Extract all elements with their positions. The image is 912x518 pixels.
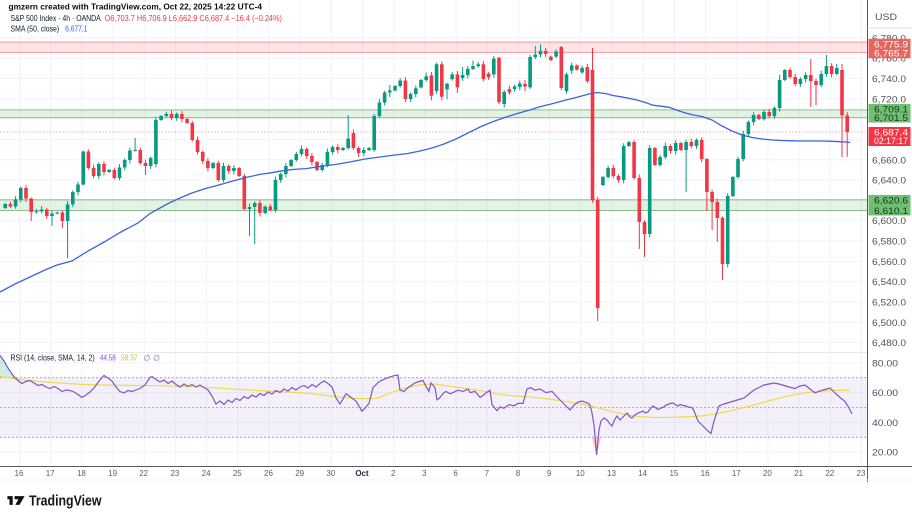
- svg-text:6,580.0: 6,580.0: [872, 237, 906, 248]
- svg-text:RSI (14, close, SMA, 14, 2): RSI (14, close, SMA, 14, 2): [11, 353, 95, 363]
- svg-text:23: 23: [857, 469, 866, 478]
- svg-text:6,500.0: 6,500.0: [872, 318, 906, 329]
- svg-text:22: 22: [825, 469, 834, 478]
- svg-text:6,620.6: 6,620.6: [874, 195, 908, 206]
- svg-text:6,701.5: 6,701.5: [874, 113, 908, 124]
- svg-text:6,540.0: 6,540.0: [872, 277, 906, 288]
- svg-text:10: 10: [576, 469, 585, 478]
- svg-text:6,610.1: 6,610.1: [874, 206, 908, 217]
- svg-text:6,480.0: 6,480.0: [872, 338, 906, 349]
- svg-text:O6,703.7 H6,706.9 L6,662.9 C6,: O6,703.7 H6,706.9 L6,662.9 C6,687.4 −16.…: [105, 13, 283, 23]
- svg-text:14: 14: [638, 469, 647, 478]
- svg-text:3: 3: [422, 469, 427, 478]
- svg-text:6,765.7: 6,765.7: [874, 49, 908, 60]
- svg-text:18: 18: [77, 469, 86, 478]
- svg-text:19: 19: [108, 469, 117, 478]
- svg-text:17: 17: [732, 469, 741, 478]
- svg-text:6,740.0: 6,740.0: [872, 74, 906, 85]
- svg-text:23: 23: [170, 469, 179, 478]
- svg-text:17: 17: [46, 469, 55, 478]
- svg-text:USD: USD: [875, 12, 897, 23]
- svg-text:S&P 500 Index · 4h · OANDA: S&P 500 Index · 4h · OANDA: [11, 13, 101, 23]
- svg-text:25: 25: [233, 469, 242, 478]
- svg-text:80.00: 80.00: [872, 358, 898, 369]
- svg-text:29: 29: [295, 469, 304, 478]
- svg-text:16: 16: [15, 469, 24, 478]
- svg-text:58.37: 58.37: [121, 353, 138, 363]
- svg-text:02:17:17: 02:17:17: [874, 136, 908, 147]
- svg-text:gmzern created with TradingVie: gmzern created with TradingView.com, Oct…: [9, 2, 263, 12]
- svg-text:6,560.0: 6,560.0: [872, 257, 906, 268]
- svg-text:6,600.0: 6,600.0: [872, 216, 906, 227]
- svg-text:6: 6: [453, 469, 458, 478]
- svg-text:6,640.0: 6,640.0: [872, 176, 906, 187]
- svg-text:6,520.0: 6,520.0: [872, 298, 906, 309]
- svg-text:26: 26: [264, 469, 273, 478]
- svg-text:20.00: 20.00: [872, 448, 898, 459]
- svg-text:Oct: Oct: [355, 469, 369, 478]
- svg-text:6,660.0: 6,660.0: [872, 155, 906, 166]
- svg-text:20: 20: [763, 469, 772, 478]
- svg-text:6,677.1: 6,677.1: [65, 23, 88, 33]
- svg-text:24: 24: [202, 469, 211, 478]
- svg-text:9: 9: [547, 469, 552, 478]
- svg-text:21: 21: [794, 469, 803, 478]
- svg-text:40.00: 40.00: [872, 418, 898, 429]
- svg-text:22: 22: [139, 469, 148, 478]
- svg-text:2: 2: [391, 469, 396, 478]
- svg-text:44.58: 44.58: [100, 353, 116, 363]
- svg-text:8: 8: [516, 469, 521, 478]
- svg-text:13: 13: [607, 469, 616, 478]
- svg-text:TradingView: TradingView: [29, 494, 102, 510]
- svg-text:∅: ∅: [153, 354, 160, 363]
- svg-text:15: 15: [669, 469, 678, 478]
- svg-text:∅: ∅: [144, 354, 151, 363]
- svg-text:16: 16: [701, 469, 710, 478]
- svg-text:30: 30: [326, 469, 335, 478]
- svg-text:SMA (50, close): SMA (50, close): [11, 23, 60, 33]
- svg-text:60.00: 60.00: [872, 388, 898, 399]
- svg-text:7: 7: [485, 469, 490, 478]
